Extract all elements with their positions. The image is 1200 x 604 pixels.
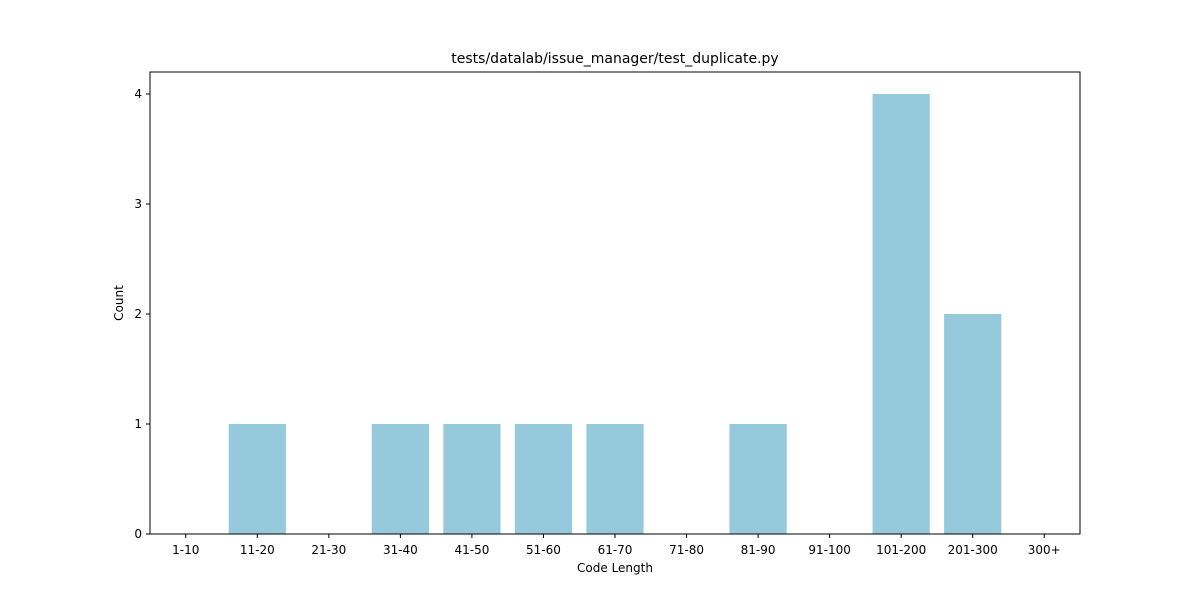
x-tick-label: 21-30 <box>311 543 346 557</box>
plot-frame <box>149 71 1081 535</box>
bar-201-300 <box>944 314 1002 534</box>
x-tick-label: 41-50 <box>454 543 489 557</box>
bar-81-90 <box>729 424 787 534</box>
bar-31-40 <box>371 424 429 534</box>
x-tick-label: 61-70 <box>598 543 633 557</box>
x-tick-label: 31-40 <box>383 543 418 557</box>
chart-title: tests/datalab/issue_manager/test_duplica… <box>451 51 778 67</box>
y-tick-label: 4 <box>134 87 142 101</box>
x-tick-label: 81-90 <box>741 543 776 557</box>
bar-51-60 <box>514 424 573 534</box>
x-tick-label: 101-200 <box>876 543 926 557</box>
y-tick-label: 2 <box>134 307 142 321</box>
bar-41-50 <box>443 424 501 534</box>
bars-layer <box>228 94 1002 534</box>
bar-101-200 <box>872 94 930 534</box>
y-tick-label: 3 <box>134 197 142 211</box>
x-tick-label: 201-300 <box>948 543 998 557</box>
x-axis-ticks: 1-10 11-20 21-30 31-40 41-50 51-60 61-70 71-80 8… <box>172 534 1061 557</box>
x-tick-label: 11-20 <box>240 543 275 557</box>
y-tick-label: 0 <box>134 527 142 541</box>
x-axis-label: Code Length <box>577 561 653 575</box>
y-tick-label: 1 <box>134 417 142 431</box>
x-tick-label: 51-60 <box>526 543 561 557</box>
x-tick-label: 300+ <box>1028 543 1061 557</box>
x-tick-label: 91-100 <box>808 543 851 557</box>
y-axis-label: Count <box>112 285 126 321</box>
bar-61-70 <box>586 424 644 534</box>
y-axis-ticks: 0 1 2 3 4 <box>134 87 150 541</box>
x-tick-label: 71-80 <box>669 543 704 557</box>
bar-11-20 <box>228 424 286 534</box>
x-tick-label: 1-10 <box>172 543 199 557</box>
